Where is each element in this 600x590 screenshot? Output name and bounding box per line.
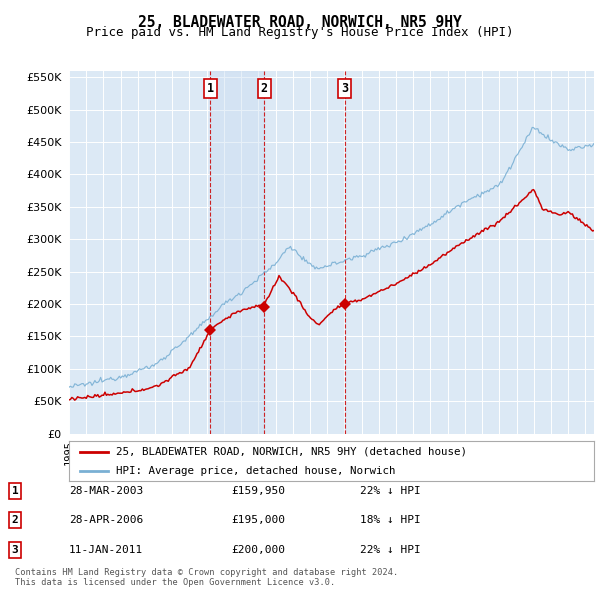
Text: 11-JAN-2011: 11-JAN-2011 — [69, 545, 143, 555]
Text: 3: 3 — [11, 545, 19, 555]
Text: 2: 2 — [260, 82, 268, 95]
Text: 1: 1 — [11, 486, 19, 496]
Bar — [211, 71, 264, 434]
Text: 22% ↓ HPI: 22% ↓ HPI — [360, 545, 421, 555]
Text: HPI: Average price, detached house, Norwich: HPI: Average price, detached house, Norw… — [116, 466, 396, 476]
Text: £195,000: £195,000 — [231, 516, 285, 525]
Text: 3: 3 — [341, 82, 349, 95]
Text: 2: 2 — [11, 516, 19, 525]
Text: 22% ↓ HPI: 22% ↓ HPI — [360, 486, 421, 496]
Text: Contains HM Land Registry data © Crown copyright and database right 2024.
This d: Contains HM Land Registry data © Crown c… — [15, 568, 398, 587]
Text: 28-MAR-2003: 28-MAR-2003 — [69, 486, 143, 496]
Text: 18% ↓ HPI: 18% ↓ HPI — [360, 516, 421, 525]
Text: £159,950: £159,950 — [231, 486, 285, 496]
Text: 25, BLADEWATER ROAD, NORWICH, NR5 9HY (detached house): 25, BLADEWATER ROAD, NORWICH, NR5 9HY (d… — [116, 447, 467, 457]
Text: 1: 1 — [207, 82, 214, 95]
Text: 28-APR-2006: 28-APR-2006 — [69, 516, 143, 525]
Text: Price paid vs. HM Land Registry's House Price Index (HPI): Price paid vs. HM Land Registry's House … — [86, 26, 514, 39]
Text: £200,000: £200,000 — [231, 545, 285, 555]
Text: 25, BLADEWATER ROAD, NORWICH, NR5 9HY: 25, BLADEWATER ROAD, NORWICH, NR5 9HY — [138, 15, 462, 30]
